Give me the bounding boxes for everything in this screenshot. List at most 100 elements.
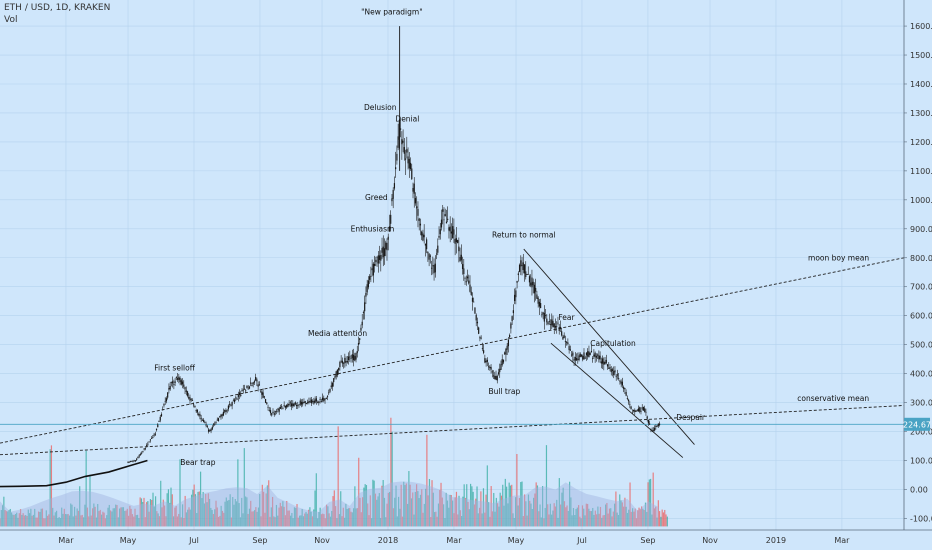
volume-bar xyxy=(392,508,395,527)
candle-body xyxy=(260,391,262,393)
candle-body xyxy=(330,385,332,388)
trendline-conservative-mean xyxy=(0,405,905,456)
candle-body xyxy=(251,385,253,386)
time-tick-label: Jul xyxy=(188,536,199,545)
candle-body xyxy=(463,268,465,275)
volume-bar xyxy=(315,473,317,527)
volume-bar xyxy=(232,497,234,527)
volume-bar xyxy=(86,507,89,527)
volume-bar xyxy=(637,510,639,527)
candle-body xyxy=(548,321,550,322)
volume-bar xyxy=(140,498,143,527)
candle-body xyxy=(378,255,381,260)
candle-body xyxy=(619,380,621,382)
candle-body xyxy=(298,404,300,406)
volume-bar xyxy=(490,486,492,527)
candle-body xyxy=(432,265,434,267)
volume-bar xyxy=(518,497,521,527)
candle-body xyxy=(352,354,355,361)
volume-bar xyxy=(207,493,209,527)
volume-bar xyxy=(347,508,350,527)
volume-bar xyxy=(566,505,568,527)
time-tick-label: Nov xyxy=(702,536,718,545)
volume-bar xyxy=(526,515,528,527)
volume-bar xyxy=(10,512,13,527)
price-axis[interactable]: -100.00 0.00 100.00 200.00 300.00 400.00 500.0… xyxy=(904,22,932,523)
volume-bar xyxy=(556,499,558,527)
time-axis[interactable]: Mar May Jul Sep Nov 2018 Mar May Jul Sep Nov 2019 Ma… xyxy=(58,536,850,545)
candle-body xyxy=(237,394,239,398)
candle-body xyxy=(629,404,631,406)
volume-bar xyxy=(394,497,396,527)
volume-bar xyxy=(199,471,202,527)
volume-bar xyxy=(657,500,659,527)
price-tick-label: 500.00 xyxy=(910,341,932,350)
candle-body xyxy=(331,383,334,387)
annotation-label: "New paradigm" xyxy=(361,7,423,16)
candle-body xyxy=(469,284,471,292)
volume-bar xyxy=(430,517,432,527)
volume-bar xyxy=(197,491,199,527)
volume-bar xyxy=(397,496,400,527)
candle-body xyxy=(299,400,301,405)
volume-bar xyxy=(9,508,11,527)
candle-body xyxy=(444,214,446,217)
time-tick-label: 2019 xyxy=(766,536,786,545)
volume-bar xyxy=(12,514,14,527)
volume-bar xyxy=(615,491,617,527)
candle-body xyxy=(532,281,534,286)
volume-bar xyxy=(516,453,518,527)
volume-bar xyxy=(13,515,15,527)
price-tick-label: 600.00 xyxy=(910,312,932,321)
chart-symbol: ETH / USD, 1D, KRAKEN xyxy=(4,3,111,13)
volume-bar xyxy=(653,508,656,527)
volume-bar xyxy=(350,511,352,527)
candle-body xyxy=(222,411,225,416)
volume-bar xyxy=(448,507,450,527)
volume-bar xyxy=(269,516,271,527)
volume-bar xyxy=(113,508,116,527)
volume-bar xyxy=(423,503,425,527)
volume-bar xyxy=(606,502,608,527)
candle-body xyxy=(497,372,500,375)
volume-bar xyxy=(291,512,293,527)
volume-bar xyxy=(59,518,62,527)
candle-body xyxy=(589,352,591,355)
candle-body xyxy=(143,448,145,450)
candle-body xyxy=(608,367,610,369)
volume-bar xyxy=(558,478,560,527)
volume-bar xyxy=(614,503,616,527)
volume-bar xyxy=(203,503,206,527)
candle-body xyxy=(635,410,637,412)
candle-body xyxy=(224,410,226,412)
candle-body xyxy=(647,419,650,424)
volume-bar xyxy=(576,507,578,527)
price-tick-label: 1600.00 xyxy=(910,22,932,31)
volume-bar xyxy=(588,508,590,527)
volume-bar xyxy=(259,494,261,527)
volume-bar xyxy=(633,511,635,527)
volume-bar xyxy=(585,503,587,527)
candle-body xyxy=(148,441,150,443)
volume-bar xyxy=(664,509,666,527)
candle-body xyxy=(541,314,543,316)
volume-bar xyxy=(95,517,98,527)
candle-body xyxy=(221,414,223,416)
candle-body xyxy=(658,423,661,426)
volume-bar xyxy=(445,492,447,527)
candle-body xyxy=(408,158,410,169)
candle-body xyxy=(303,401,305,403)
volume-bar xyxy=(193,484,195,527)
volume-bar xyxy=(385,517,387,527)
candle-body xyxy=(626,398,628,399)
candle-body xyxy=(651,430,653,431)
candle-body xyxy=(180,380,182,385)
volume-bar xyxy=(136,514,139,527)
volume-bar xyxy=(229,494,231,527)
volume-bar xyxy=(370,518,373,527)
volume-bar xyxy=(23,515,26,527)
volume-bar xyxy=(644,502,647,527)
volume-bar xyxy=(223,512,225,527)
volume-bar xyxy=(35,517,37,527)
